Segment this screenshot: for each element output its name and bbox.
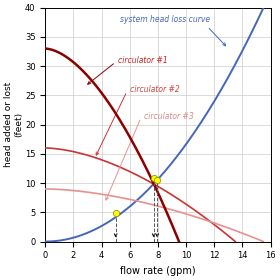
Text: system head loss curve: system head loss curve xyxy=(120,15,210,24)
Y-axis label: head added or lost
(feet): head added or lost (feet) xyxy=(4,82,24,167)
Text: circulator #1: circulator #1 xyxy=(118,56,168,65)
Text: circulator #2: circulator #2 xyxy=(130,85,179,94)
X-axis label: flow rate (gpm): flow rate (gpm) xyxy=(120,266,196,276)
Text: circulator #3: circulator #3 xyxy=(144,112,193,121)
